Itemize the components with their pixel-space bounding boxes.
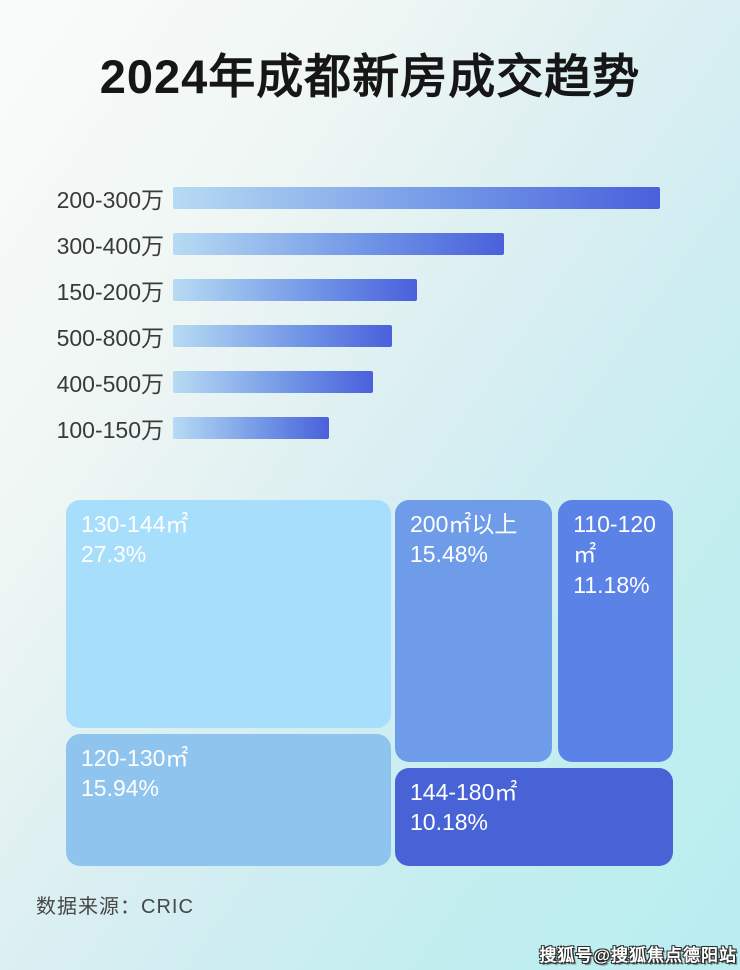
treemap-block-label: 130-144㎡ — [81, 511, 189, 537]
treemap-block-value: 11.18% — [573, 571, 650, 598]
treemap-block: 120-130㎡ 15.94% — [66, 733, 391, 866]
treemap-block: 110-120㎡ 11.18% — [558, 500, 673, 763]
bar-track — [173, 187, 660, 209]
bar-fill — [173, 325, 393, 347]
bar-fill — [173, 417, 329, 439]
treemap-block: 200㎡以上 15.48% — [394, 500, 553, 763]
bar-row: 300-400万 — [0, 221, 660, 267]
bar-fill — [173, 371, 373, 393]
bar-category-label: 150-200万 — [56, 279, 164, 305]
treemap-block-value: 27.3% — [81, 541, 147, 568]
bar-row: 200-300万 — [0, 175, 660, 221]
treemap-block: 144-180㎡ 10.18% — [394, 767, 673, 866]
treemap-block: 130-144㎡ 27.3% — [66, 500, 391, 729]
bar-track — [173, 417, 660, 439]
bar-track — [173, 233, 660, 255]
bar-row: 400-500万 — [0, 359, 660, 405]
bar-category-label: 300-400万 — [56, 233, 164, 259]
treemap-block-label: 120-130㎡ — [81, 744, 189, 771]
treemap-block-label: 110-120㎡ — [573, 511, 656, 568]
price-bar-chart: 200-300万 300-400万 150-200万 500-800万 400-500万… — [0, 175, 660, 451]
bar-row: 100-150万 — [0, 405, 660, 451]
data-source-label: 数据来源：CRIC — [36, 896, 194, 918]
bar-category-label: 100-150万 — [56, 417, 164, 443]
page-title: 2024年成都新房成交趋势 — [99, 50, 641, 103]
bar-category-label: 400-500万 — [56, 371, 164, 397]
bar-row: 500-800万 — [0, 313, 660, 359]
treemap-block-value: 15.48% — [409, 541, 488, 568]
bar-fill — [173, 279, 417, 301]
bar-category-label: 200-300万 — [56, 187, 164, 213]
bar-fill — [173, 187, 660, 209]
treemap-block-label: 200㎡以上 — [409, 511, 518, 537]
bar-category-label: 500-800万 — [56, 325, 164, 351]
bar-fill — [173, 233, 505, 255]
bar-track — [173, 325, 660, 347]
watermark-text: 搜狐号@搜狐焦点德阳站 — [539, 946, 737, 965]
treemap-block-label: 144-180㎡ — [409, 778, 518, 805]
bar-track — [173, 279, 660, 301]
area-treemap-chart: 130-144㎡ 27.3% 120-130㎡ 15.94% 200㎡以上 15.48% 1… — [66, 500, 673, 866]
treemap-block-value: 10.18% — [409, 809, 488, 836]
bar-track — [173, 371, 660, 393]
treemap-block-value: 15.94% — [81, 775, 160, 802]
bar-row: 150-200万 — [0, 267, 660, 313]
